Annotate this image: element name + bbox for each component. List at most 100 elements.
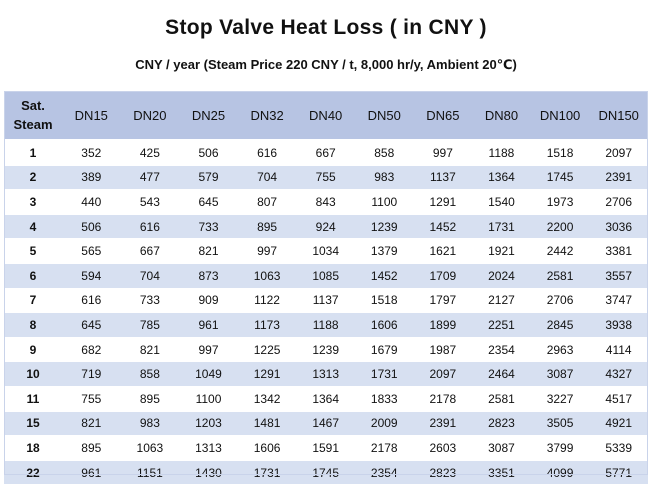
column-header-dn25: DN25	[179, 91, 238, 141]
heat-loss-cell: 565	[62, 238, 121, 264]
heat-loss-cell: 1063	[237, 263, 297, 289]
table-header-row: Sat. Steam DN15 DN20 DN25 DN32 DN40 DN50 DN65 D…	[4, 91, 648, 141]
heat-loss-cell: 1342	[237, 386, 297, 412]
heat-loss-cell: 858	[120, 361, 180, 387]
heat-loss-cell: 1621	[413, 238, 473, 264]
heat-loss-cell: 4114	[589, 337, 648, 363]
heat-loss-cell: 3036	[589, 214, 648, 240]
column-header-dn32: DN32	[237, 91, 297, 141]
steam-pressure-cell: 1	[4, 140, 62, 166]
table-row: 22 961 1151 1430 1731 1745 2354 2823 3351 4099 577…	[4, 460, 648, 485]
heat-loss-cell: 425	[120, 140, 180, 166]
heat-loss-cell: 1745	[296, 460, 355, 485]
table-row: 11 755 895 1100 1342 1364 1833 2178 2581 3227 4517	[4, 386, 648, 412]
heat-loss-cell: 3799	[530, 435, 590, 461]
heat-loss-cell: 858	[354, 140, 414, 166]
heat-loss-cell: 1452	[413, 214, 473, 240]
heat-loss-cell: 3938	[589, 312, 648, 338]
heat-loss-cell: 1481	[237, 411, 297, 437]
column-header-dn100: DN100	[530, 91, 590, 141]
heat-loss-cell: 3505	[530, 411, 590, 437]
heat-loss-cell: 1063	[120, 435, 180, 461]
heat-loss-cell: 1731	[354, 361, 414, 387]
heat-loss-cell: 3557	[589, 263, 648, 289]
heat-loss-cell: 1137	[296, 288, 355, 314]
heat-loss-cell: 704	[120, 263, 180, 289]
heat-loss-cell: 5339	[589, 435, 648, 461]
steam-header-line1: Sat.	[21, 98, 45, 113]
heat-loss-cell: 1745	[530, 165, 590, 191]
column-header-dn40: DN40	[296, 91, 355, 141]
heat-loss-cell: 1203	[179, 411, 238, 437]
table-body: 1 352 425 506 616 667 858 997 1188 1518 2097 2 389 47…	[4, 140, 648, 485]
heat-loss-cell: 3351	[472, 460, 531, 485]
heat-loss-cell: 2391	[413, 411, 473, 437]
steam-pressure-cell: 8	[4, 312, 62, 338]
heat-loss-cell: 1034	[296, 238, 355, 264]
heat-loss-cell: 2581	[530, 263, 590, 289]
column-header-dn20: DN20	[120, 91, 180, 141]
heat-loss-cell: 895	[237, 214, 297, 240]
heat-loss-cell: 3087	[530, 361, 590, 387]
steam-pressure-cell: 15	[4, 411, 62, 437]
heat-loss-cell: 1291	[237, 361, 297, 387]
heat-loss-cell: 909	[179, 288, 238, 314]
heat-loss-cell: 5771	[589, 460, 648, 485]
heat-loss-cell: 733	[179, 214, 238, 240]
heat-loss-cell: 2009	[354, 411, 414, 437]
heat-loss-cell: 1987	[413, 337, 473, 363]
heat-loss-cell: 682	[62, 337, 121, 363]
heat-loss-cell: 2354	[472, 337, 531, 363]
heat-loss-cell: 3747	[589, 288, 648, 314]
table-row: 8 645 785 961 1173 1188 1606 1899 2251 2845 3938	[4, 312, 648, 338]
heat-loss-cell: 1151	[120, 460, 180, 485]
heat-loss-cell: 1188	[296, 312, 355, 338]
steam-pressure-cell: 9	[4, 337, 62, 363]
heat-loss-cell: 1364	[296, 386, 355, 412]
table-row: 10 719 858 1049 1291 1313 1731 2097 2464 3087 4327	[4, 361, 648, 387]
heat-loss-cell: 807	[237, 189, 297, 215]
heat-loss-cell: 1731	[237, 460, 297, 485]
heat-loss-cell: 1452	[354, 263, 414, 289]
heat-loss-cell: 821	[179, 238, 238, 264]
heat-loss-cell: 1188	[472, 140, 531, 166]
heat-loss-cell: 616	[237, 140, 297, 166]
heat-loss-cell: 1085	[296, 263, 355, 289]
steam-pressure-cell: 11	[4, 386, 62, 412]
heat-loss-cell: 2178	[354, 435, 414, 461]
heat-loss-cell: 719	[62, 361, 121, 387]
heat-loss-cell: 821	[62, 411, 121, 437]
heat-loss-cell: 755	[296, 165, 355, 191]
heat-loss-cell: 506	[62, 214, 121, 240]
heat-loss-cell: 1606	[237, 435, 297, 461]
heat-loss-cell: 4099	[530, 460, 590, 485]
heat-loss-cell: 2963	[530, 337, 590, 363]
heat-loss-cell: 1709	[413, 263, 473, 289]
heat-loss-cell: 4517	[589, 386, 648, 412]
heat-loss-cell: 2464	[472, 361, 531, 387]
heat-loss-cell: 2823	[413, 460, 473, 485]
steam-header-line2: Steam	[13, 117, 53, 132]
heat-loss-cell: 821	[120, 337, 180, 363]
heat-loss-cell: 2603	[413, 435, 473, 461]
heat-loss-cell: 1467	[296, 411, 355, 437]
heat-loss-cell: 2251	[472, 312, 531, 338]
steam-pressure-cell: 22	[4, 460, 62, 485]
heat-loss-cell: 594	[62, 263, 121, 289]
heat-loss-cell: 997	[237, 238, 297, 264]
table-row: 4 506 616 733 895 924 1239 1452 1731 2200 3036	[4, 214, 648, 240]
steam-pressure-cell: 4	[4, 214, 62, 240]
heat-loss-cell: 1833	[354, 386, 414, 412]
heat-loss-cell: 895	[62, 435, 121, 461]
heat-loss-table-container: Sat. Steam DN15 DN20 DN25 DN32 DN40 DN50 DN65 D…	[4, 91, 648, 485]
heat-loss-cell: 1606	[354, 312, 414, 338]
column-header-dn65: DN65	[413, 91, 473, 141]
heat-loss-cell: 477	[120, 165, 180, 191]
heat-loss-cell: 755	[62, 386, 121, 412]
heat-loss-cell: 2581	[472, 386, 531, 412]
heat-loss-cell: 961	[62, 460, 121, 485]
page-subtitle: CNY / year (Steam Price 220 CNY / t, 8,0…	[135, 57, 517, 72]
heat-loss-cell: 1173	[237, 312, 297, 338]
heat-loss-cell: 352	[62, 140, 121, 166]
heat-loss-cell: 1137	[413, 165, 473, 191]
